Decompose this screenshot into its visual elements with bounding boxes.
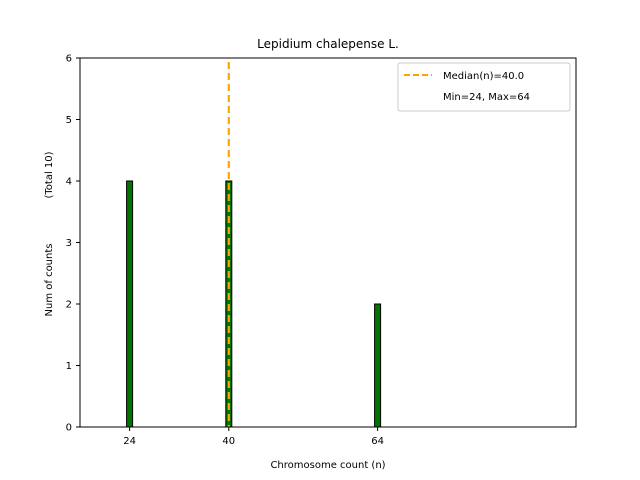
legend-frame: [397, 62, 571, 112]
chart-title: Lepidium chalepense L.: [257, 37, 399, 51]
y-axis-label-group: Num of counts (Total 10): [44, 151, 55, 316]
x-tick-label: 40: [222, 436, 235, 447]
y-tick-label: 6: [66, 54, 72, 65]
x-tick-label: 64: [371, 436, 384, 447]
y-axis-label: Num of counts: [44, 244, 55, 317]
bar-24: [126, 180, 134, 428]
y-tick-label: 4: [66, 177, 72, 188]
y-tick-label: 3: [66, 238, 72, 249]
legend: Median(n)=40.0 Min=24, Max=64: [397, 62, 571, 112]
x-axis-label: Chromosome count (n): [270, 460, 385, 471]
y-tick-label: 1: [66, 361, 72, 372]
legend-minmax-label: Min=24, Max=64: [443, 92, 530, 103]
y-tick-label: 2: [66, 300, 72, 311]
y-ticks-group: 0 1 2 3 4 5 6: [66, 54, 80, 434]
x-tick-label: 24: [123, 436, 136, 447]
y-axis-total-label: (Total 10): [44, 151, 55, 198]
y-tick-label: 0: [66, 423, 72, 434]
y-tick-label: 5: [66, 115, 72, 126]
legend-median-label: Median(n)=40.0: [443, 71, 524, 82]
bar-64: [374, 303, 382, 428]
x-ticks-group: 24 40 64: [123, 427, 384, 447]
